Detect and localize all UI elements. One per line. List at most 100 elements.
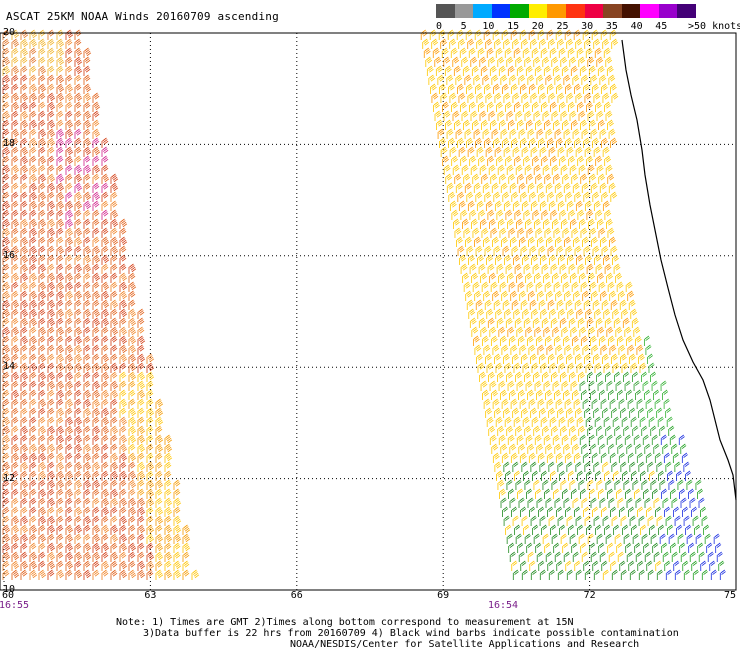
wind-barb — [101, 407, 110, 418]
wind-barb — [47, 371, 56, 382]
wind-barb — [491, 389, 498, 400]
wind-barb — [497, 425, 505, 436]
wind-barb — [637, 560, 644, 571]
wind-barb — [526, 488, 533, 499]
wind-barb — [668, 425, 675, 436]
wind-barb — [611, 38, 619, 49]
wind-barb — [504, 308, 512, 319]
wind-barb — [651, 380, 658, 391]
wind-barb — [47, 173, 56, 184]
wind-barb — [65, 92, 74, 103]
wind-barb — [591, 452, 598, 463]
wind-barb — [509, 389, 516, 400]
wind-barb — [572, 74, 580, 85]
wind-barb — [101, 506, 110, 517]
wind-barb — [475, 299, 483, 310]
wind-barb — [579, 434, 586, 445]
wind-barb — [146, 407, 155, 418]
wind-barb — [584, 38, 592, 49]
wind-barb — [576, 362, 584, 373]
wind-barb — [446, 182, 454, 193]
wind-barb — [101, 497, 110, 508]
wind-barb — [565, 506, 572, 517]
wind-barb — [521, 515, 528, 526]
wind-barb — [137, 569, 146, 580]
wind-barb — [38, 218, 47, 229]
wind-barb — [498, 218, 505, 229]
wind-barb — [65, 542, 74, 553]
wind-barb — [631, 470, 637, 481]
wind-barb — [29, 218, 38, 229]
wind-barb — [11, 164, 20, 175]
wind-barb — [539, 353, 546, 364]
wind-barb — [503, 200, 511, 211]
wind-barb — [119, 407, 127, 418]
wind-barb — [74, 290, 83, 301]
wind-barb — [47, 335, 55, 346]
wind-barb — [29, 434, 37, 445]
wind-barb — [38, 569, 47, 580]
wind-barb — [20, 236, 29, 247]
wind-barb — [514, 209, 522, 220]
wind-barb — [662, 551, 669, 562]
wind-barb — [119, 380, 127, 391]
wind-barb — [110, 398, 118, 409]
wind-barb — [550, 263, 558, 274]
wind-barb — [2, 128, 10, 139]
wind-barb — [430, 83, 437, 94]
wind-barb — [682, 506, 689, 517]
wind-barb — [92, 173, 100, 184]
wind-barb — [502, 299, 510, 310]
wind-barb — [611, 407, 618, 418]
legend-label: 30 — [581, 21, 594, 32]
wind-barb — [522, 416, 530, 427]
wind-barb — [686, 479, 693, 490]
wind-barb — [110, 380, 119, 391]
wind-barb — [602, 38, 610, 49]
wind-barb — [92, 506, 100, 517]
wind-barb — [659, 533, 666, 544]
wind-barb — [11, 74, 19, 85]
wind-barb — [508, 227, 516, 238]
wind-barb — [2, 398, 10, 409]
wind-barb — [47, 497, 56, 508]
wind-barb — [566, 92, 574, 103]
wind-barb — [2, 551, 11, 562]
wind-barb — [549, 308, 557, 319]
wind-barb — [458, 92, 466, 103]
wind-barb — [644, 497, 651, 508]
wind-barb — [620, 353, 627, 364]
wind-barb — [11, 380, 19, 391]
wind-barb — [119, 227, 127, 238]
wind-barb — [552, 380, 560, 391]
wind-barb — [641, 533, 648, 544]
wind-barb — [553, 542, 560, 553]
wind-barb — [706, 542, 713, 553]
wind-barb — [639, 416, 646, 427]
wind-barb — [119, 398, 128, 409]
wind-barb — [520, 245, 528, 256]
wind-barb — [474, 29, 482, 40]
wind-barb — [598, 227, 606, 238]
map-title: ASCAT 25KM NOAA Winds 20160709 ascending — [6, 10, 279, 23]
wind-barb — [666, 416, 673, 427]
wind-barb — [20, 146, 29, 157]
wind-barb — [74, 335, 83, 346]
wind-barb — [164, 533, 173, 544]
wind-barb — [146, 479, 155, 490]
wind-barb — [523, 263, 531, 274]
wind-barb — [56, 380, 65, 391]
wind-barb — [593, 38, 601, 49]
wind-barb — [463, 227, 471, 238]
longitude-label: 63 — [144, 590, 157, 601]
wind-barb — [659, 479, 666, 490]
wind-barb — [641, 425, 648, 436]
wind-barb — [11, 542, 19, 553]
wind-barb — [510, 398, 518, 409]
wind-barb — [47, 542, 56, 553]
wind-barb — [532, 101, 539, 112]
wind-barb — [590, 128, 598, 139]
wind-barb — [465, 29, 473, 40]
wind-barb — [599, 497, 606, 508]
wind-barb — [583, 245, 591, 256]
